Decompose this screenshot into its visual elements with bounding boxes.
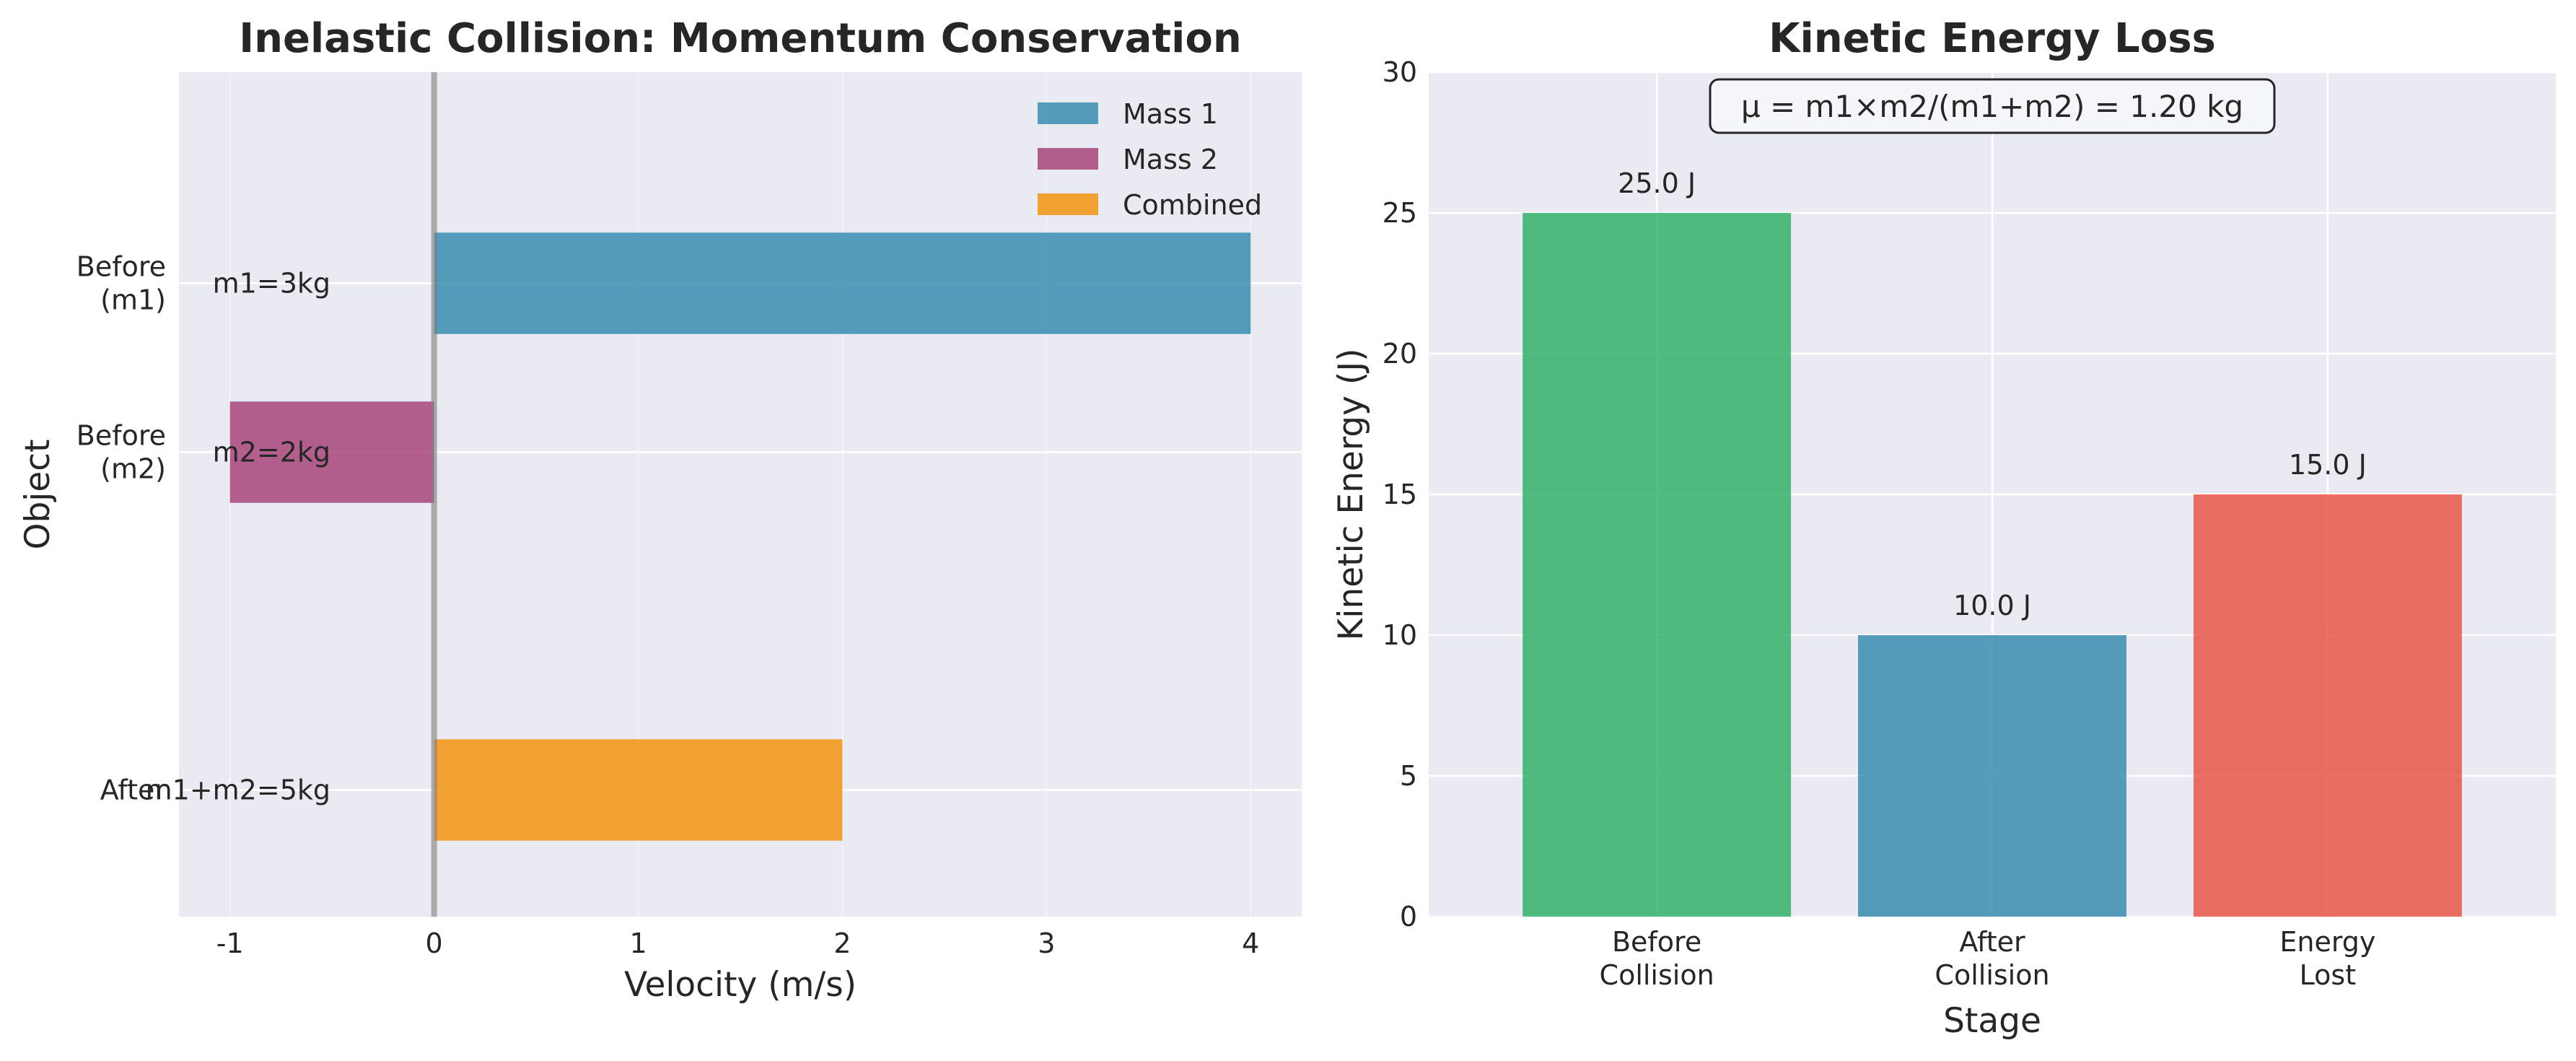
energy-x-tick-label: Before Collision bbox=[1600, 926, 1714, 991]
energy-y-tick-label: 15 bbox=[1383, 479, 1417, 510]
energy-value-label: 15.0 J bbox=[2289, 449, 2367, 481]
energy-value-label: 10.0 J bbox=[1953, 590, 2031, 621]
momentum-legend: Mass 1 Mass 2 Combined bbox=[1038, 98, 1262, 221]
energy-bar bbox=[1858, 635, 2126, 917]
energy-x-tick-label: After Collision bbox=[1935, 926, 2049, 991]
legend-swatch bbox=[1038, 148, 1098, 170]
energy-bar bbox=[1523, 213, 1792, 917]
momentum-chart: -1 0 1 2 3 4 Before (m1) Before (m2) After m1=3kg… bbox=[18, 15, 1302, 1005]
momentum-x-tick-label: 3 bbox=[1038, 927, 1055, 959]
energy-y-ticks: 0 5 10 15 20 25 30 bbox=[1383, 56, 1417, 933]
momentum-bar bbox=[434, 232, 1251, 334]
momentum-x-tick-label: 1 bbox=[629, 927, 647, 959]
momentum-x-tick-label: 4 bbox=[1242, 927, 1259, 959]
energy-y-tick-label: 5 bbox=[1400, 760, 1417, 792]
momentum-y-ticks: Before (m1) Before (m2) After bbox=[76, 251, 167, 806]
energy-bar bbox=[2193, 494, 2462, 917]
legend-label: Mass 2 bbox=[1123, 144, 1218, 175]
momentum-bars bbox=[229, 72, 1251, 917]
momentum-x-ticks: -1 0 1 2 3 4 bbox=[216, 927, 1260, 959]
energy-y-tick-label: 25 bbox=[1383, 197, 1417, 229]
energy-x-ticks: Before Collision After Collision Energy Lost bbox=[1600, 926, 2376, 991]
momentum-bar-annotation: m1+m2=5kg bbox=[146, 774, 330, 806]
energy-chart-title: Kinetic Energy Loss bbox=[1769, 15, 2216, 62]
momentum-bar-annotation: m2=2kg bbox=[213, 437, 330, 468]
momentum-x-tick-label: 2 bbox=[833, 927, 851, 959]
energy-y-tick-label: 30 bbox=[1383, 56, 1417, 88]
momentum-bar bbox=[229, 401, 434, 503]
energy-y-axis-label: Kinetic Energy (J) bbox=[1331, 349, 1371, 641]
energy-value-labels: 25.0 J 10.0 J 15.0 J bbox=[1618, 167, 2367, 621]
momentum-chart-title: Inelastic Collision: Momentum Conservati… bbox=[239, 15, 1241, 62]
energy-x-axis-label: Stage bbox=[1943, 1001, 2041, 1041]
annotation-text: μ = m1×m2/(m1+m2) = 1.20 kg bbox=[1741, 89, 2243, 124]
annotation-box bbox=[1709, 78, 2276, 134]
momentum-bar bbox=[434, 739, 843, 841]
momentum-bar-annotation: m1=3kg bbox=[213, 268, 330, 300]
momentum-x-axis-label: Velocity (m/s) bbox=[624, 965, 857, 1005]
energy-y-tick-label: 0 bbox=[1400, 901, 1417, 933]
momentum-bar-annotations: m1=3kg m2=2kg m1+m2=5kg bbox=[146, 268, 330, 806]
legend-swatch bbox=[1038, 193, 1098, 215]
legend-swatch bbox=[1038, 102, 1098, 124]
legend-label: Mass 1 bbox=[1123, 98, 1218, 130]
energy-y-tick-label: 10 bbox=[1383, 619, 1417, 651]
energy-bars bbox=[1523, 213, 2462, 917]
momentum-x-tick-label: -1 bbox=[216, 927, 244, 959]
momentum-y-tick-label: Before (m1) bbox=[76, 251, 166, 316]
reduced-mass-annotation: μ = m1×m2/(m1+m2) = 1.20 kg bbox=[1709, 78, 2276, 134]
legend-label: Combined bbox=[1123, 189, 1262, 221]
momentum-y-axis-label: Object bbox=[18, 439, 58, 549]
momentum-y-tick-label: After bbox=[100, 774, 167, 806]
energy-x-tick-label: Energy Lost bbox=[2279, 926, 2375, 991]
momentum-x-tick-label: 0 bbox=[426, 927, 443, 959]
energy-value-label: 25.0 J bbox=[1618, 167, 1696, 199]
energy-y-tick-label: 20 bbox=[1383, 338, 1417, 370]
energy-chart: 0 5 10 15 20 25 30 Before Collision After Collisi… bbox=[1331, 15, 2556, 1041]
momentum-y-tick-label: Before (m2) bbox=[76, 420, 166, 485]
